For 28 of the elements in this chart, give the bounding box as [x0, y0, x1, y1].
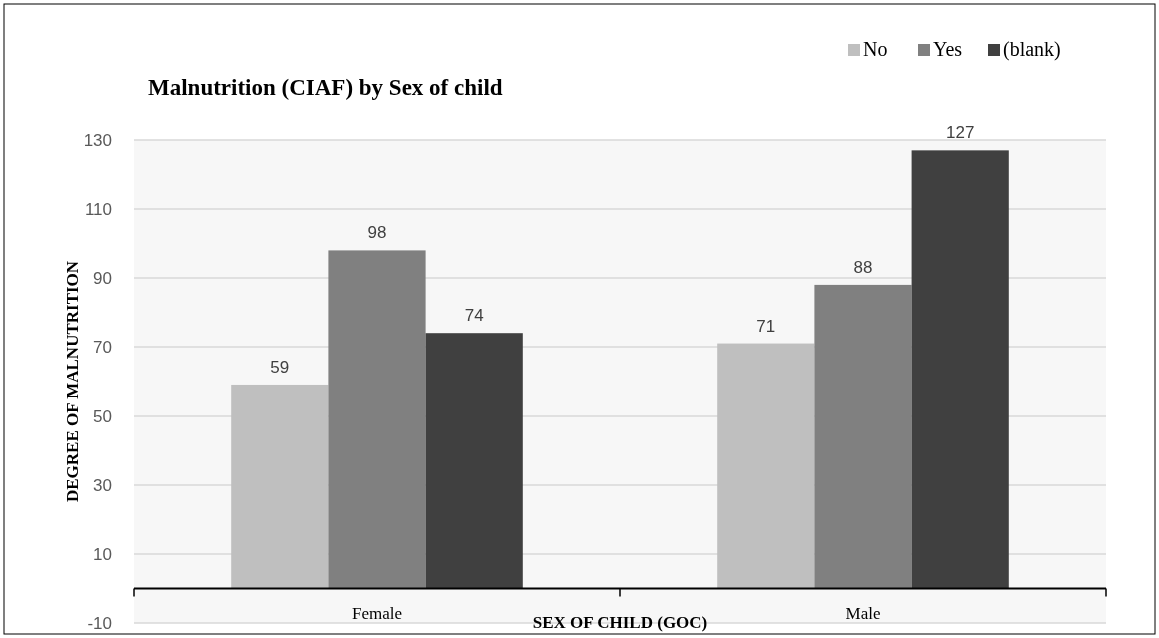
bar: [911, 150, 1009, 589]
bar: [328, 250, 426, 589]
y-tick-label: 70: [93, 337, 112, 357]
bar: [717, 343, 815, 589]
data-label: 59: [270, 357, 290, 377]
data-label: 127: [946, 123, 975, 143]
legend-label: (blank): [1003, 38, 1061, 61]
bar: [814, 284, 912, 589]
bar: [425, 333, 523, 589]
legend-label: No: [863, 38, 888, 60]
data-label: 71: [756, 316, 776, 336]
data-label: 98: [367, 223, 387, 243]
bar: [231, 384, 329, 589]
y-tick-label: 30: [93, 475, 112, 495]
y-tick-label: 10: [93, 544, 112, 564]
y-tick-label: -10: [87, 613, 112, 633]
data-label: 74: [464, 306, 484, 326]
x-tick-label: Female: [351, 603, 403, 623]
y-axis-title: DEGREE OF MALNUTRITION: [63, 260, 82, 503]
y-tick-label: 110: [84, 199, 112, 219]
chart-title: Malnutrition (CIAF) by Sex of child: [148, 75, 503, 100]
y-tick-label: 90: [93, 268, 112, 288]
data-label: 88: [853, 257, 873, 277]
legend-label: Yes: [933, 38, 963, 60]
x-axis-title: SEX OF CHILD (GOC): [532, 613, 708, 632]
y-tick-label: 50: [93, 406, 112, 426]
y-tick-label: 130: [83, 130, 112, 150]
x-tick-label: Male: [845, 603, 881, 623]
